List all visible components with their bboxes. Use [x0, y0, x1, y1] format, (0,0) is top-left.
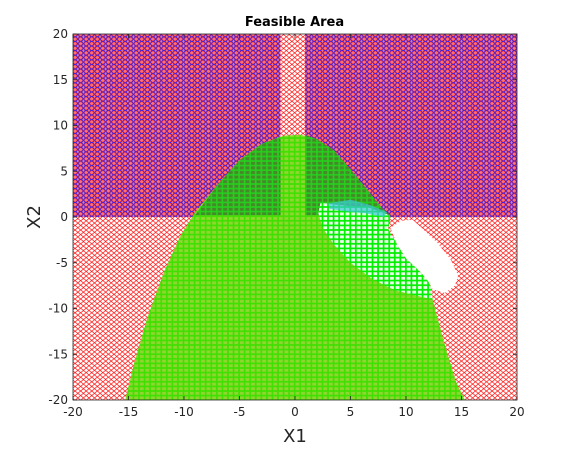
green-overlap-left	[195, 137, 281, 216]
y-axis-ticks: -20 -15 -10 -5 0 5 10 15 20	[48, 27, 517, 407]
y-tick-label: 20	[53, 27, 68, 41]
x-tick-label: -15	[119, 405, 139, 419]
plot-area	[73, 34, 517, 400]
x-tick-label: 20	[509, 405, 524, 419]
y-axis-label: X2	[24, 205, 45, 229]
x-tick-label: -20	[63, 405, 83, 419]
y-tick-label: -15	[48, 347, 68, 361]
x-axis-ticks: -20 -15 -10 -5 0 5 10 15 20	[63, 34, 525, 419]
y-tick-label: -10	[48, 302, 68, 316]
y-tick-label: -5	[56, 256, 68, 270]
y-tick-label: 0	[60, 210, 68, 224]
x-tick-label: 10	[398, 405, 413, 419]
x-tick-label: 15	[454, 405, 469, 419]
x-tick-label: 5	[347, 405, 355, 419]
green-overlap-right	[305, 134, 391, 216]
x-tick-label: -5	[234, 405, 246, 419]
y-tick-label: 15	[53, 73, 68, 87]
green-notch-region	[318, 202, 433, 300]
y-tick-label: 10	[53, 119, 68, 133]
chart-title: Feasible Area	[245, 15, 344, 30]
x-tick-label: -10	[174, 405, 194, 419]
y-tick-label: -20	[48, 393, 68, 407]
x-axis-label: X1	[283, 426, 307, 447]
white-hole-region	[390, 219, 459, 293]
cyan-band	[328, 199, 388, 217]
y-tick-label: 5	[60, 164, 68, 178]
x-tick-label: 0	[291, 405, 299, 419]
